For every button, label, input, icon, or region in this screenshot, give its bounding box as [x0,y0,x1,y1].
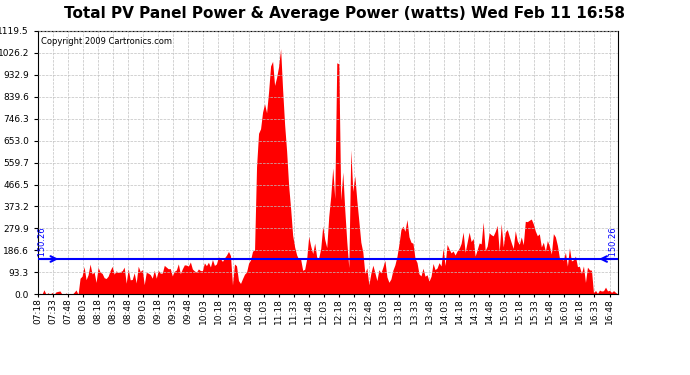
Text: Total PV Panel Power & Average Power (watts) Wed Feb 11 16:58: Total PV Panel Power & Average Power (wa… [64,6,626,21]
Text: 150.26: 150.26 [609,227,618,259]
Text: 150.26: 150.26 [38,227,47,259]
Text: Copyright 2009 Cartronics.com: Copyright 2009 Cartronics.com [41,38,172,46]
